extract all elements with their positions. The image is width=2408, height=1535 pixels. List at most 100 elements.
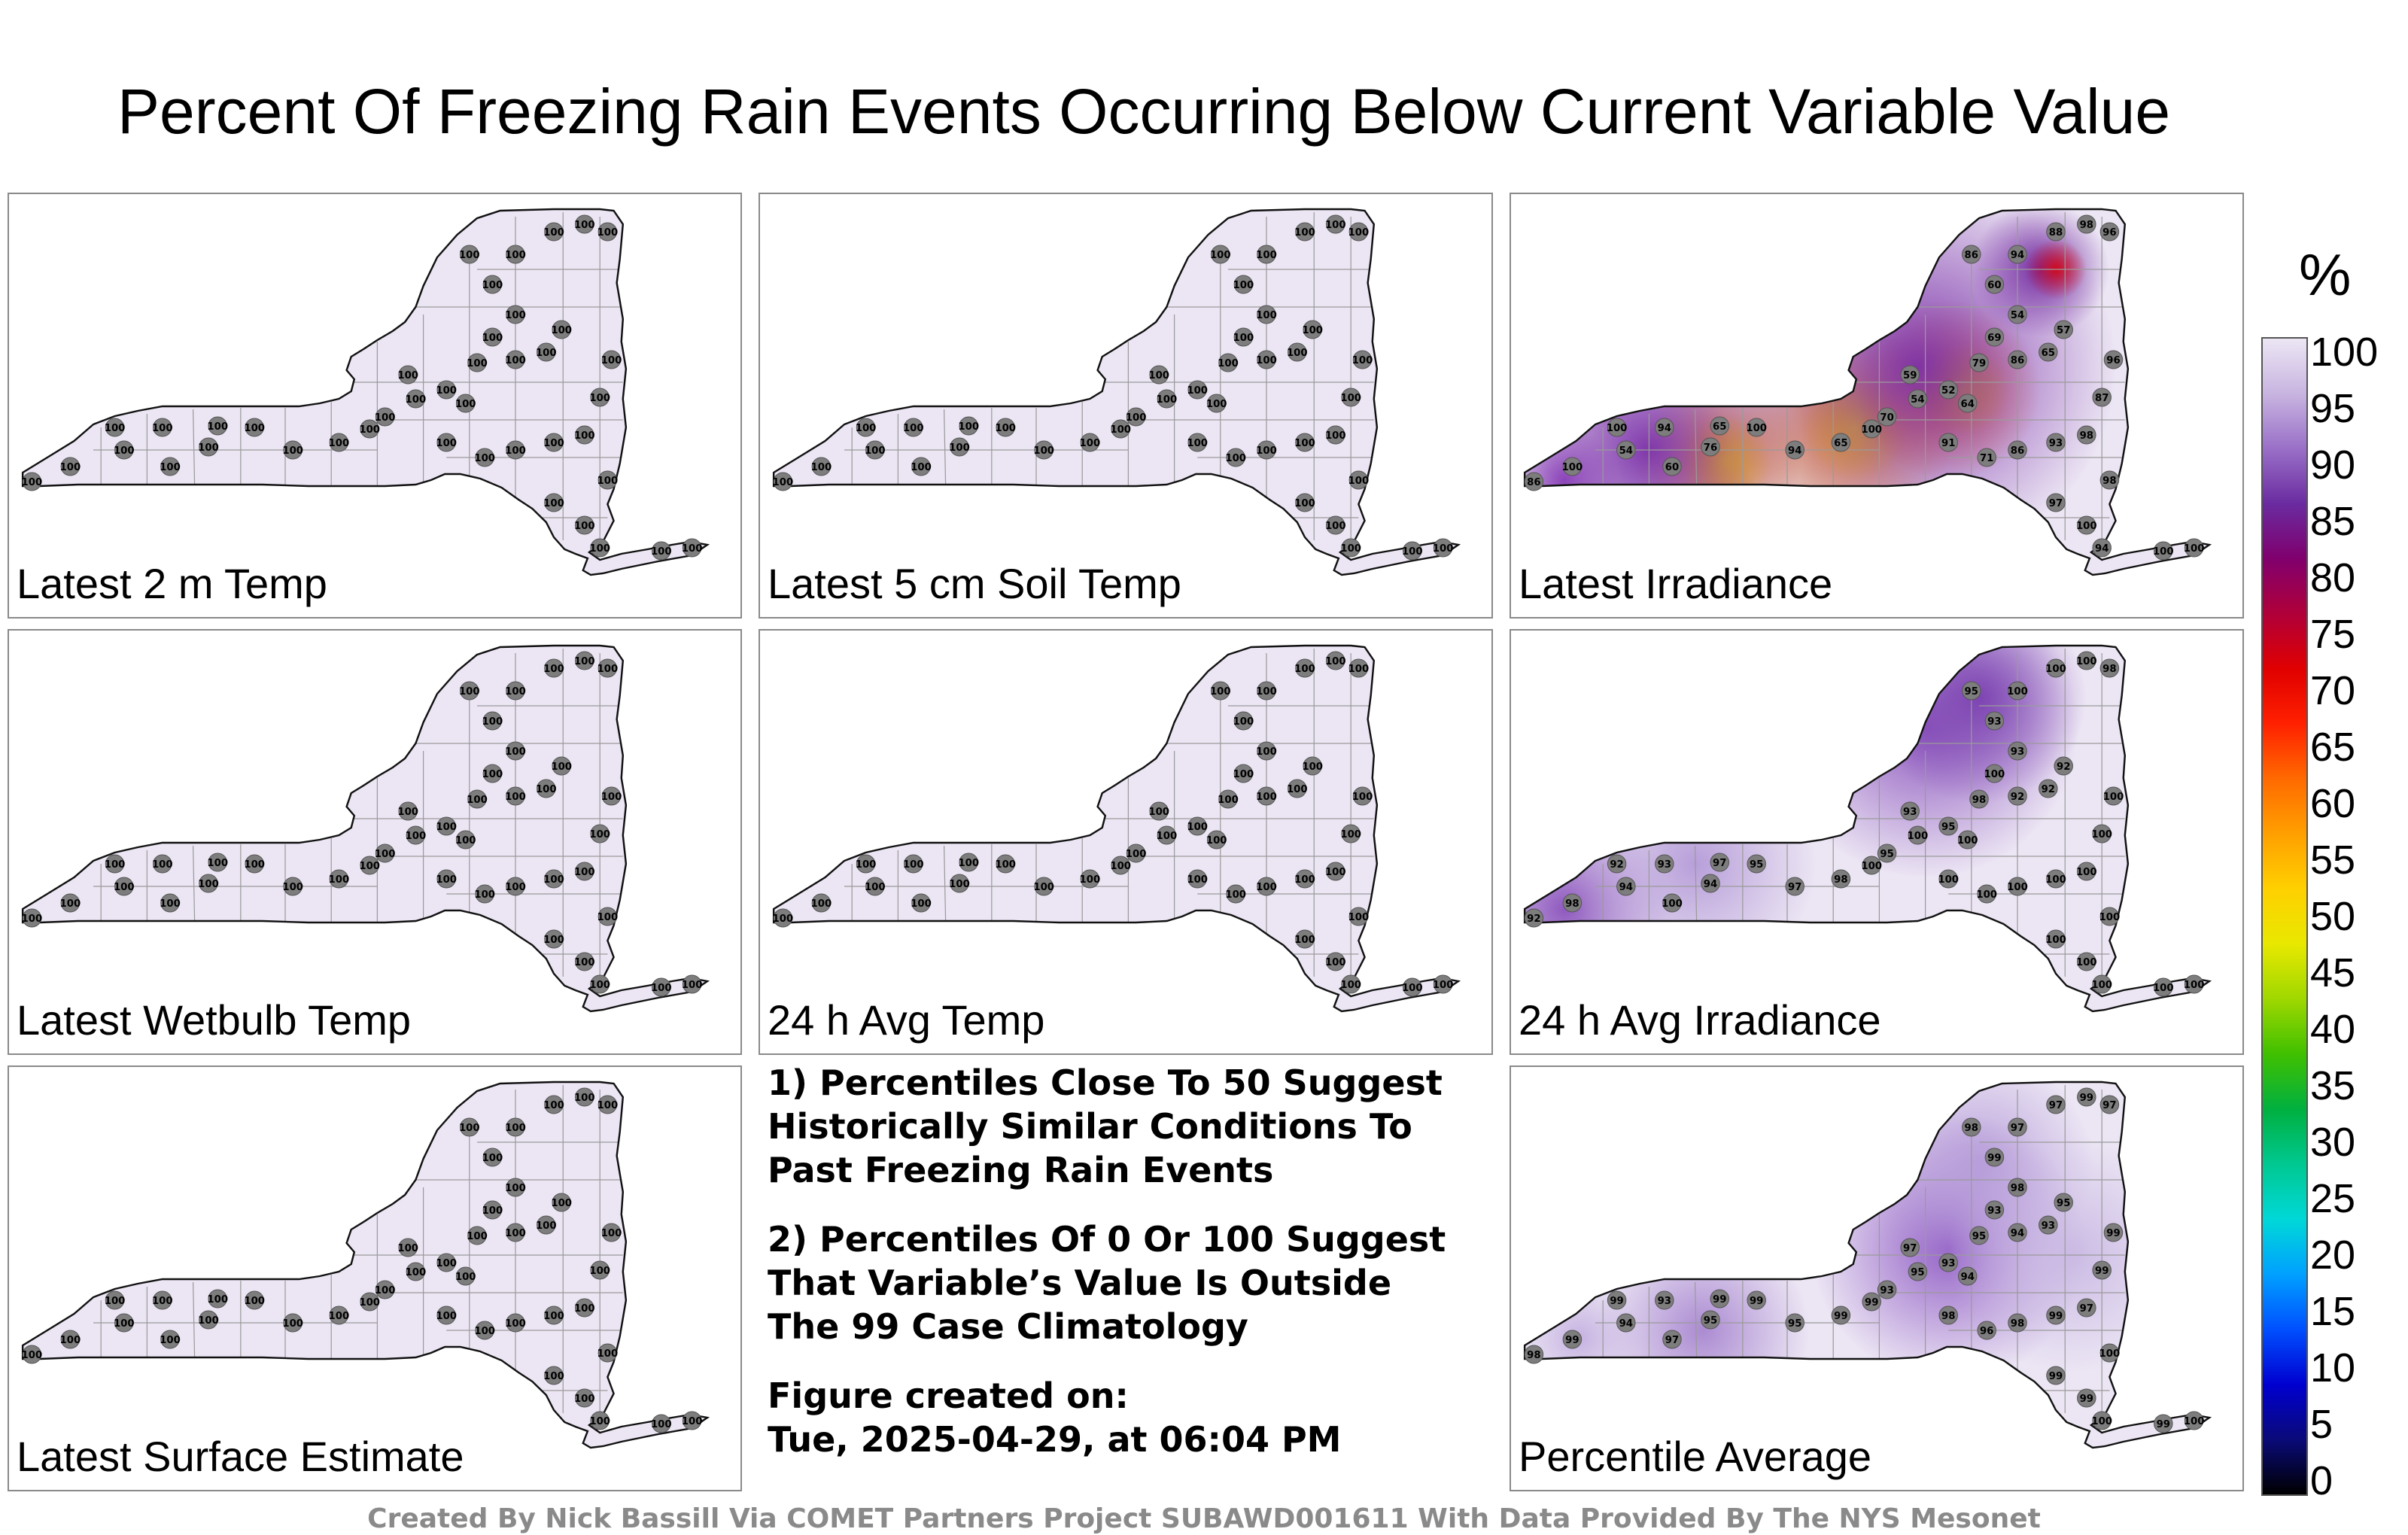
colorbar-tick-label: 25 — [2310, 1176, 2356, 1221]
station-value: 100 — [474, 1326, 495, 1337]
station-marker: 100 — [773, 472, 793, 491]
station-marker: 95 — [1969, 1226, 1989, 1245]
station-value: 100 — [1294, 227, 1315, 239]
station-value: 100 — [1256, 355, 1277, 366]
station-marker: 100 — [865, 440, 886, 460]
station-value: 92 — [1610, 859, 1623, 871]
station-marker: 100 — [467, 353, 488, 372]
station-marker: 99 — [1984, 1147, 2005, 1167]
station-marker: 100 — [1325, 952, 1346, 971]
station-marker: 100 — [474, 448, 495, 467]
station-value: 96 — [2102, 227, 2116, 239]
colorbar-tick-label: 55 — [2310, 837, 2356, 883]
station-marker: 97 — [1785, 877, 1804, 896]
station-marker: 95 — [1962, 681, 1981, 701]
panel-label: 24 h Avg Temp — [768, 996, 1045, 1044]
station-marker: 100 — [911, 457, 932, 476]
station-marker: 100 — [2045, 929, 2066, 949]
state-outline — [21, 208, 710, 576]
panel-label: Latest 5 cm Soil Temp — [768, 560, 1181, 607]
station-value: 100 — [474, 889, 495, 901]
station-marker: 100 — [105, 1290, 125, 1310]
station-value: 93 — [1658, 1296, 1671, 1307]
station-value: 100 — [2076, 521, 2097, 532]
station-value: 100 — [1984, 769, 2005, 780]
station-marker: 100 — [282, 877, 303, 896]
station-value: 93 — [1987, 1205, 2001, 1217]
station-value: 100 — [207, 858, 228, 869]
county-line — [192, 845, 196, 923]
station-marker: 100 — [482, 327, 503, 347]
station-marker: 100 — [329, 869, 349, 889]
station-value: 100 — [1110, 424, 1131, 436]
station-value: 97 — [2049, 498, 2063, 509]
station-marker: 99 — [1831, 1306, 1851, 1325]
station-marker: 98 — [1524, 1345, 1544, 1364]
station-marker: 100 — [505, 877, 526, 896]
station-marker: 100 — [505, 741, 526, 761]
station-marker: 100 — [397, 1238, 418, 1257]
state-outline — [1523, 208, 2212, 576]
station-value: 91 — [1941, 438, 1955, 449]
station-value: 100 — [1126, 849, 1147, 860]
station-value: 100 — [1110, 861, 1131, 872]
station-marker: 100 — [152, 854, 173, 874]
station-marker: 100 — [574, 952, 595, 971]
station-value: 95 — [1704, 1315, 1717, 1327]
station-marker: 100 — [1325, 214, 1346, 234]
map-panel-24h-irradiance: 92 98 92 93 94 100 94 97 95 97 98 100 95 100 93 95 100 98… — [1510, 629, 2244, 1055]
station-value: 100 — [2099, 912, 2121, 923]
station-marker: 100 — [1033, 877, 1054, 896]
station-value: 54 — [1619, 445, 1633, 457]
station-marker: 100 — [651, 541, 672, 561]
state-outline — [772, 644, 1461, 1013]
station-marker: 100 — [1938, 869, 1959, 889]
colorbar-tick-label: 85 — [2310, 499, 2356, 544]
station-value: 65 — [1834, 438, 1847, 449]
station-value: 92 — [2042, 784, 2055, 795]
station-marker: 100 — [1157, 825, 1177, 845]
station-value: 100 — [682, 543, 703, 555]
station-value: 100 — [2091, 980, 2112, 991]
station-marker: 100 — [682, 1411, 702, 1430]
station-value: 100 — [949, 879, 970, 890]
station-marker: 100 — [1348, 470, 1369, 490]
station-value: 71 — [1980, 453, 1993, 464]
station-marker: 100 — [2103, 786, 2124, 806]
station-value: 93 — [1987, 716, 2001, 728]
station-value: 98 — [2080, 430, 2093, 442]
station-value: 100 — [1325, 656, 1346, 667]
station-value: 100 — [505, 686, 526, 698]
station-value: 100 — [455, 835, 476, 847]
station-marker: 100 — [207, 416, 228, 436]
station-marker: 100 — [1433, 974, 1453, 994]
station-marker: 100 — [1110, 856, 1131, 875]
station-marker: 54 — [1616, 440, 1636, 460]
station-marker: 100 — [1218, 353, 1239, 372]
station-value: 100 — [505, 250, 526, 261]
station-value: 100 — [1256, 882, 1277, 893]
station-marker: 100 — [1325, 515, 1346, 535]
credit-line: Created By Nick Bassill Via COMET Partne… — [367, 1503, 2041, 1534]
station-value: 100 — [601, 792, 622, 803]
station-value: 100 — [574, 867, 595, 878]
station-marker: 100 — [2076, 862, 2097, 881]
station-value: 94 — [1704, 879, 1717, 890]
station-value: 100 — [551, 1198, 572, 1209]
station-value: 100 — [1294, 664, 1315, 675]
station-marker: 93 — [2046, 433, 2066, 452]
station-marker: 100 — [459, 1117, 480, 1137]
station-value: 100 — [1402, 983, 1423, 994]
county-line — [192, 409, 196, 487]
station-marker: 100 — [1256, 877, 1277, 896]
station-value: 100 — [198, 442, 219, 454]
station-value: 100 — [329, 438, 350, 449]
station-marker: 100 — [1210, 245, 1231, 264]
colorbar-tick-label: 20 — [2310, 1233, 2356, 1278]
station-marker: 99 — [1862, 1292, 1881, 1312]
station-marker: 100 — [773, 908, 793, 928]
station-marker: 100 — [543, 869, 564, 889]
station-value: 100 — [505, 746, 526, 758]
station-value: 95 — [1941, 822, 1955, 833]
